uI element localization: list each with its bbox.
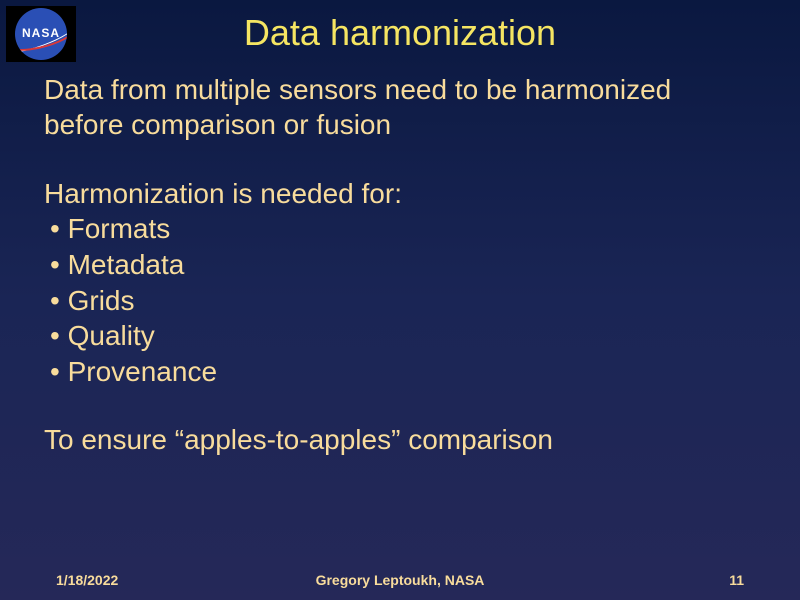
list-item: Formats [50,211,756,247]
list-item: Quality [50,318,756,354]
nasa-meatball-icon: NASA [15,8,67,60]
list-item: Provenance [50,354,756,390]
list-heading: Harmonization is needed for: [44,176,756,211]
list-item: Metadata [50,247,756,283]
intro-text: Data from multiple sensors need to be ha… [44,72,756,142]
bullet-list: Formats Metadata Grids Quality Provenanc… [44,211,756,390]
footer-date: 1/18/2022 [56,572,118,588]
closing-text: To ensure “apples-to-apples” comparison [44,424,756,456]
footer-author: Gregory Leptoukh, NASA [0,572,800,588]
list-item: Grids [50,283,756,319]
slide-footer: 1/18/2022 Gregory Leptoukh, NASA 11 [0,572,800,588]
footer-page-number: 11 [729,572,744,588]
nasa-logo-box: NASA [6,6,76,62]
slide-title: Data harmonization [0,0,800,54]
slide-body: Data from multiple sensors need to be ha… [0,54,800,456]
